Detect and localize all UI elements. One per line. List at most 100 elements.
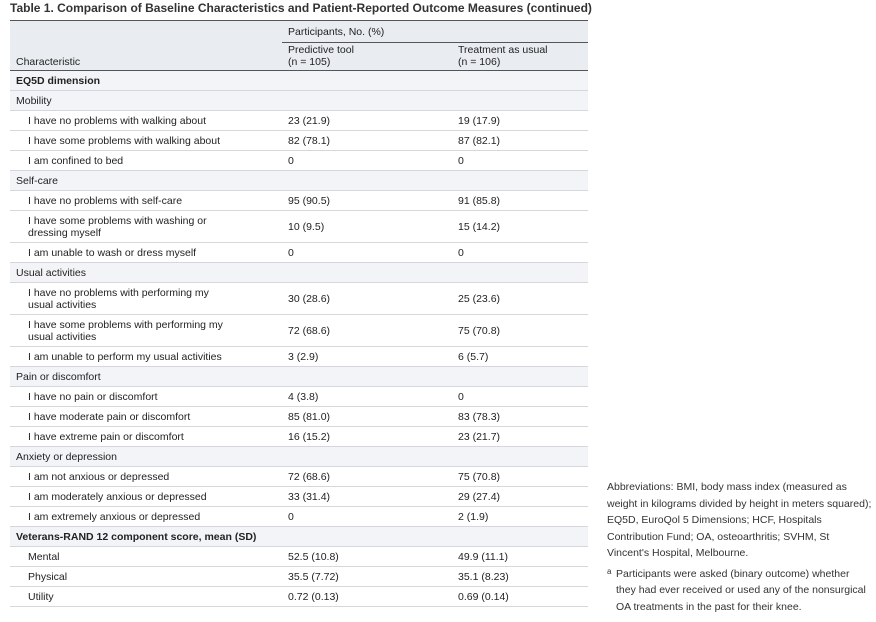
cell: 0: [288, 154, 294, 167]
cell: 35.5 (7.72): [288, 570, 339, 583]
data-row: I am extremely anxious or depressed 0 2 (1…: [10, 507, 588, 527]
header-span: Participants, No. (%): [282, 20, 588, 43]
data-row: I am unable to wash or dress myself 0 0: [10, 243, 588, 263]
cell: 23 (21.9): [288, 114, 331, 127]
header-row: Characteristic Predictive tool (n = 105) …: [10, 42, 588, 71]
group-title: Anxiety or depression: [10, 446, 588, 467]
cell: 72 (68.6): [288, 324, 331, 337]
data-row: I am confined to bed 0 0: [10, 151, 588, 171]
cell: 2 (1.9): [458, 510, 489, 523]
cell: 0.72 (0.13): [288, 590, 339, 603]
cell: 82 (78.1): [288, 134, 331, 147]
cell: 0.69 (0.14): [458, 590, 509, 603]
cell: 0: [288, 246, 294, 259]
section-title: EQ5D dimension: [10, 70, 588, 91]
header-row: Participants, No. (%): [10, 20, 588, 43]
data-row: I have no problems with walking about 23 …: [10, 111, 588, 131]
table-title: Table 1. Comparison of Baseline Characte…: [10, 1, 592, 15]
cell: 15 (14.2): [458, 220, 501, 233]
column-n: (n = 106): [458, 55, 501, 68]
cell: 75 (70.8): [458, 324, 501, 337]
header-cell: Treatment as usual (n = 106): [452, 43, 588, 71]
cell: 0: [458, 154, 464, 167]
data-row: Physical 35.5 (7.72) 35.1 (8.23): [10, 567, 588, 587]
section-title: Veterans-RAND 12 component score, mean (…: [10, 526, 588, 547]
cell: 16 (15.2): [288, 430, 331, 443]
data-row: I am unable to perform my usual activiti…: [10, 347, 588, 367]
header-cell: Characteristic: [16, 56, 81, 68]
group-title: Pain or discomfort: [10, 366, 588, 387]
row-label: I am confined to bed: [28, 154, 124, 167]
row-label: Mental: [28, 550, 60, 563]
group-row: Self-care: [10, 170, 588, 191]
cell: 4 (3.8): [288, 390, 319, 403]
row-label: I have moderate pain or discomfort: [28, 410, 191, 423]
cell: 3 (2.9): [288, 350, 319, 363]
group-row: Mobility: [10, 90, 588, 111]
group-title: Mobility: [10, 90, 588, 111]
cell: 30 (28.6): [288, 292, 331, 305]
row-label: I have some problems with performing my …: [28, 318, 223, 343]
cell: 52.5 (10.8): [288, 550, 339, 563]
abbreviations: Abbreviations: BMI, body mass index (mea…: [607, 481, 872, 559]
row-label: I have extreme pain or discomfort: [28, 430, 184, 443]
group-title: Self-care: [10, 170, 588, 191]
cell: 49.9 (11.1): [458, 550, 509, 563]
row-label: I have no problems with performing my us…: [28, 286, 209, 311]
column-name: Predictive tool: [288, 43, 354, 56]
cell: 19 (17.9): [458, 114, 501, 127]
row-label: Utility: [28, 590, 54, 603]
table-header: Participants, No. (%) Characteristic Pre…: [10, 20, 588, 71]
cell: 10 (9.5): [288, 220, 325, 233]
data-row: I am moderately anxious or depressed 33 (…: [10, 487, 588, 507]
data-row: I have moderate pain or discomfort 85 (81…: [10, 407, 588, 427]
column-name: Treatment as usual: [458, 43, 548, 56]
data-row: I have no problems with self-care 95 (90.…: [10, 191, 588, 211]
cell: 75 (70.8): [458, 470, 501, 483]
cell: 29 (27.4): [458, 490, 501, 503]
data-row: Utility 0.72 (0.13) 0.69 (0.14): [10, 587, 588, 607]
cell: 23 (21.7): [458, 430, 501, 443]
cell: 0: [288, 510, 294, 523]
data-row: I am not anxious or depressed 72 (68.6) 75…: [10, 467, 588, 487]
row-label: I have no problems with walking about: [28, 114, 207, 127]
data-row: I have extreme pain or discomfort 16 (15.…: [10, 427, 588, 447]
cell: 72 (68.6): [288, 470, 331, 483]
group-row: Usual activities: [10, 262, 588, 283]
cell: 25 (23.6): [458, 292, 501, 305]
row-label: I have no pain or discomfort: [28, 390, 158, 403]
cell: 83 (78.3): [458, 410, 501, 423]
row-label: I have some problems with walking about: [28, 134, 221, 147]
table: Participants, No. (%) Characteristic Pre…: [10, 20, 588, 607]
header-cell: [10, 21, 282, 43]
row-label: I am unable to perform my usual activiti…: [28, 350, 222, 363]
row-label: I am extremely anxious or depressed: [28, 510, 201, 523]
data-row: I have some problems with washing or dre…: [10, 211, 588, 243]
data-row: Mental 52.5 (10.8) 49.9 (11.1): [10, 547, 588, 567]
cell: 91 (85.8): [458, 194, 501, 207]
cell: 6 (5.7): [458, 350, 489, 363]
footnote-text: Participants were asked (binary outcome)…: [616, 567, 866, 613]
group-row: Pain or discomfort: [10, 366, 588, 387]
cell: 35.1 (8.23): [458, 570, 509, 583]
group-title: Usual activities: [10, 262, 588, 283]
cell: 33 (31.4): [288, 490, 331, 503]
group-row: Anxiety or depression: [10, 446, 588, 467]
cell: 85 (81.0): [288, 410, 331, 423]
data-row: I have some problems with performing my …: [10, 315, 588, 347]
row-label: I am moderately anxious or depressed: [28, 490, 207, 503]
cell: 95 (90.5): [288, 194, 331, 207]
cell: 0: [458, 390, 464, 403]
footnote: a Participants were asked (binary outcome…: [607, 566, 872, 616]
cell: 87 (82.1): [458, 134, 501, 147]
row-label: Physical: [28, 570, 68, 583]
data-row: I have no pain or discomfort 4 (3.8) 0: [10, 387, 588, 407]
notes: Abbreviations: BMI, body mass index (mea…: [607, 479, 872, 615]
row-label: I have some problems with washing or dre…: [28, 214, 207, 239]
column-n: (n = 105): [288, 55, 331, 68]
footnote-marker: a: [607, 566, 612, 576]
table-body: EQ5D dimension Mobility I have no problems…: [10, 70, 588, 607]
data-row: I have some problems with walking about 8…: [10, 131, 588, 151]
row-label: I am unable to wash or dress myself: [28, 246, 197, 259]
